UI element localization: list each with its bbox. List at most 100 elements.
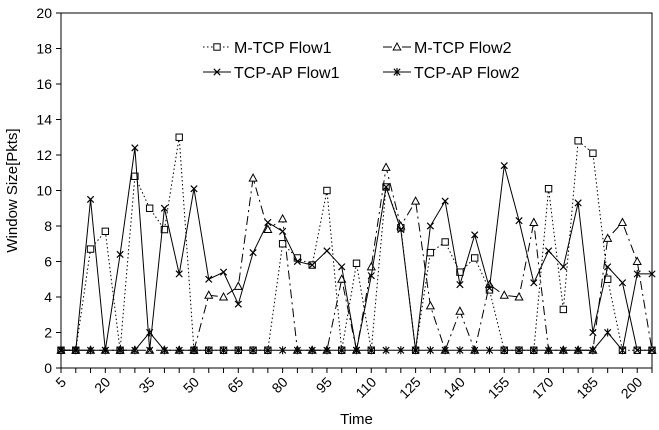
series-group [56, 133, 657, 355]
data-point [101, 227, 110, 236]
data-point [589, 346, 597, 355]
data-point [219, 346, 228, 355]
data-point [381, 162, 391, 171]
x-tick-label: 125 [396, 374, 424, 402]
data-point [604, 263, 612, 271]
y-tick-label: 14 [36, 112, 52, 128]
data-point [205, 275, 213, 283]
data-point [589, 149, 597, 157]
y-tick-label: 8 [44, 218, 52, 234]
data-point [589, 328, 597, 337]
data-point [160, 225, 169, 234]
data-point [499, 290, 509, 299]
data-point [279, 346, 287, 355]
data-point [72, 346, 80, 355]
legend-item: TCP-AP Flow2 [383, 65, 520, 82]
data-point [604, 328, 612, 337]
legend-label: M-TCP Flow2 [414, 40, 512, 57]
data-point [175, 270, 183, 278]
data-point [500, 162, 508, 170]
data-point [146, 346, 154, 354]
data-point [500, 346, 508, 355]
y-tick-label: 0 [44, 360, 52, 376]
data-point [618, 346, 627, 355]
data-point [574, 199, 582, 207]
data-point [264, 346, 272, 355]
data-point [234, 346, 242, 355]
data-point [471, 231, 479, 239]
data-point [205, 346, 213, 355]
data-point [323, 247, 331, 255]
data-point [86, 195, 95, 203]
x-tick-label: 20 [91, 374, 113, 396]
data-point [397, 225, 405, 234]
series-4 [57, 269, 656, 355]
data-point [410, 196, 421, 205]
data-point [471, 346, 479, 355]
data-point [456, 346, 464, 355]
legend-marker [393, 68, 401, 76]
data-point [264, 218, 272, 227]
x-tick-label: 110 [352, 374, 379, 401]
data-point [352, 259, 361, 267]
data-point [426, 346, 434, 355]
data-point [515, 217, 523, 225]
data-point [190, 346, 198, 355]
data-point [175, 133, 183, 141]
data-point [441, 346, 449, 355]
data-point [426, 222, 434, 230]
y-tick-label: 16 [36, 76, 52, 92]
data-point [456, 280, 464, 289]
data-point [574, 137, 582, 145]
x-tick-label: 80 [268, 374, 290, 396]
x-tick-label: 170 [529, 374, 557, 402]
data-point [146, 328, 154, 337]
data-point [485, 284, 494, 292]
y-tick-label: 18 [36, 41, 52, 57]
data-point [160, 346, 169, 355]
data-point [367, 272, 375, 280]
data-point [248, 173, 258, 182]
data-point [559, 305, 568, 314]
legend-item: TCP-AP Flow1 [203, 65, 340, 82]
data-point [190, 185, 198, 193]
data-point [530, 279, 538, 287]
legend-label: TCP-AP Flow1 [234, 65, 340, 82]
data-point [338, 346, 346, 355]
data-point [160, 204, 169, 212]
y-tick-label: 2 [44, 325, 52, 341]
data-point [441, 238, 449, 246]
x-tick-label: 140 [440, 374, 468, 402]
data-point [648, 346, 656, 354]
data-point [219, 268, 228, 276]
data-point [204, 290, 214, 299]
y-tick-label: 10 [36, 183, 52, 199]
data-point [323, 186, 331, 195]
y-tick-label: 20 [36, 5, 52, 21]
data-point [86, 346, 95, 355]
legend-label: M-TCP Flow1 [234, 40, 332, 57]
series-line [61, 167, 653, 352]
series-line [61, 147, 652, 351]
data-point [471, 254, 479, 262]
data-point [559, 346, 567, 355]
data-point [131, 172, 139, 181]
data-point [57, 346, 65, 355]
data-point [116, 250, 124, 259]
data-point [633, 346, 641, 354]
data-point [618, 279, 627, 287]
data-point [514, 291, 524, 301]
data-point [455, 306, 465, 315]
y-tick-label: 6 [44, 254, 52, 270]
data-point [617, 217, 628, 226]
y-tick-label: 12 [36, 147, 52, 163]
data-point [632, 256, 642, 265]
data-point [530, 346, 538, 355]
x-tick-label: 155 [485, 374, 513, 402]
data-point [485, 346, 494, 355]
legend-marker [213, 68, 221, 76]
legend-marker [392, 41, 402, 51]
data-point [131, 144, 139, 152]
data-point [263, 224, 273, 234]
plot-frame [60, 12, 653, 369]
